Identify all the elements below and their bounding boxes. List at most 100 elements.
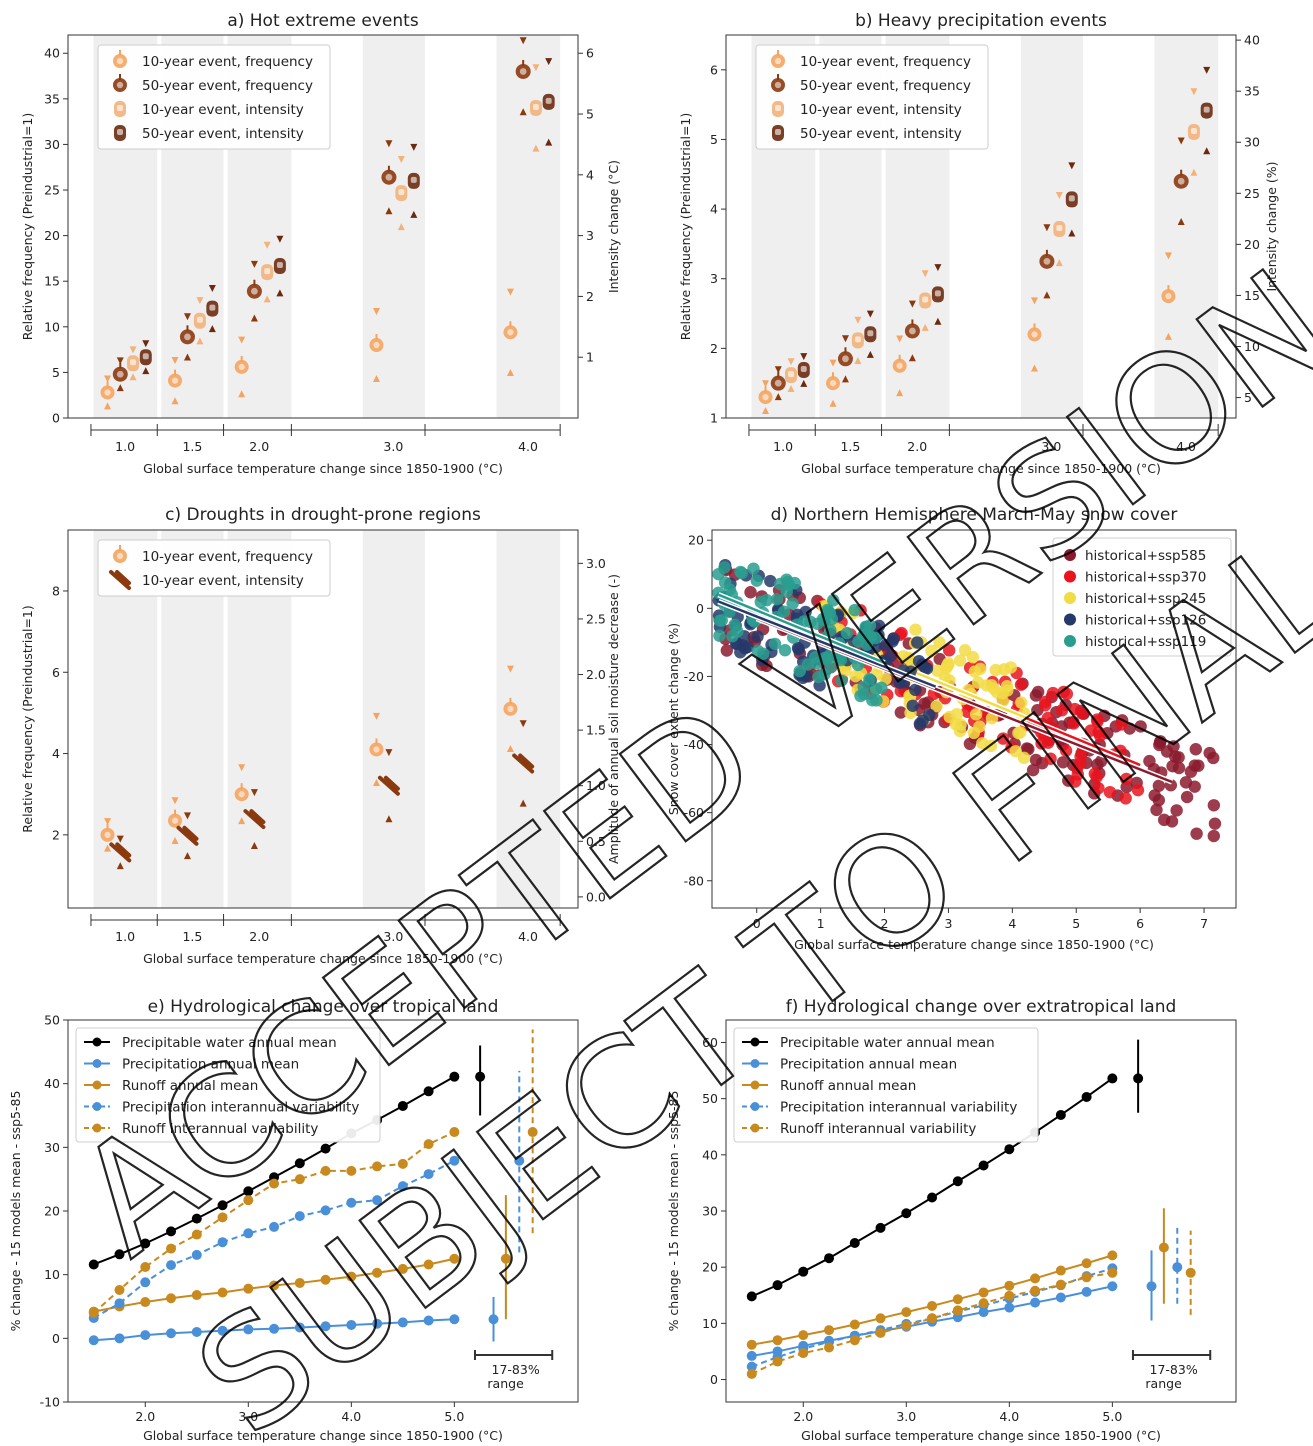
snow-data-point bbox=[726, 629, 739, 643]
range-max-marker bbox=[250, 260, 258, 268]
range-max-marker bbox=[532, 64, 540, 72]
range-min-marker bbox=[372, 375, 380, 383]
y-tick-label: 15 bbox=[44, 274, 60, 289]
series-point bbox=[243, 1228, 254, 1239]
intensity-marker-core bbox=[775, 129, 781, 135]
legend-label: historical+ssp126 bbox=[1085, 613, 1206, 629]
range-max-marker bbox=[104, 375, 112, 383]
series-point bbox=[294, 1174, 305, 1185]
intensity-marker-core bbox=[545, 97, 552, 104]
y-tick-label: 8 bbox=[52, 583, 60, 598]
snow-data-point bbox=[1017, 751, 1031, 765]
snow-data-point bbox=[849, 669, 862, 683]
frequency-marker-core bbox=[171, 377, 179, 384]
series-point bbox=[849, 1335, 860, 1346]
series-point bbox=[166, 1260, 177, 1271]
range-min-marker bbox=[372, 779, 380, 787]
range-max-marker bbox=[208, 284, 216, 292]
intensity-marker-core bbox=[398, 189, 405, 196]
snow-data-point bbox=[923, 708, 936, 722]
y2-tick-label: 2.5 bbox=[586, 611, 606, 626]
series-point bbox=[423, 1259, 434, 1270]
series-point bbox=[901, 1307, 912, 1318]
snow-data-point bbox=[1188, 780, 1201, 793]
range-min-marker bbox=[896, 389, 904, 397]
range-min-marker bbox=[397, 223, 405, 231]
range-min-marker bbox=[545, 138, 553, 146]
y-tick-label: 0 bbox=[52, 1331, 60, 1346]
range-max-marker bbox=[385, 749, 393, 757]
x-tick-label: 4 bbox=[1008, 916, 1016, 931]
y2-tick-label: 0.5 bbox=[586, 834, 606, 849]
range-min-marker bbox=[410, 210, 418, 218]
y2-tick-label: 1.0 bbox=[586, 778, 606, 793]
y2-tick-label: 2.0 bbox=[586, 667, 606, 682]
snow-data-point bbox=[797, 615, 811, 628]
x-tick-label: 4.0 bbox=[518, 929, 538, 944]
snow-data-point bbox=[786, 597, 799, 610]
series-point bbox=[798, 1266, 809, 1277]
range-min-marker bbox=[854, 356, 862, 364]
series-point bbox=[849, 1238, 860, 1249]
snow-data-point bbox=[953, 654, 967, 667]
series-point bbox=[346, 1319, 357, 1330]
x-tick-label: 0 bbox=[753, 916, 761, 931]
range-max-marker bbox=[934, 264, 942, 272]
snow-data-point bbox=[793, 664, 806, 678]
snow-data-point bbox=[920, 662, 934, 675]
series-point bbox=[269, 1280, 280, 1291]
snow-data-point bbox=[1084, 724, 1097, 737]
y-axis-label: % change - 15 models mean - ssp5-85 bbox=[666, 1091, 681, 1332]
y-axis-label: Snow cover extent change (%) bbox=[666, 623, 681, 815]
range-max-marker bbox=[787, 358, 795, 366]
snow-data-point bbox=[971, 676, 985, 689]
snow-data-point bbox=[1068, 702, 1082, 716]
legend-label: Runoff annual mean bbox=[122, 1078, 258, 1094]
series-point bbox=[320, 1321, 331, 1332]
intensity-marker-core bbox=[788, 371, 795, 378]
range-min-marker bbox=[276, 289, 284, 297]
legend-marker bbox=[750, 1123, 760, 1133]
series-point bbox=[372, 1267, 383, 1278]
x-tick-label: 5.0 bbox=[444, 1409, 464, 1424]
range-min-marker bbox=[829, 399, 837, 407]
intensity-marker-core bbox=[532, 103, 539, 110]
legend-marker bbox=[750, 1080, 760, 1090]
frequency-marker-core bbox=[507, 329, 514, 336]
range-min-marker bbox=[519, 799, 527, 807]
x-tick-label: 5 bbox=[1072, 916, 1080, 931]
legend-label: 50-year event, intensity bbox=[142, 126, 304, 142]
intensity-marker-core bbox=[142, 353, 149, 360]
drought-intensity-marker bbox=[176, 825, 199, 846]
y-tick-label: 1 bbox=[710, 411, 718, 426]
range-max-marker bbox=[410, 143, 418, 151]
range-min-marker bbox=[171, 397, 179, 405]
range-midpoint bbox=[1146, 1281, 1157, 1292]
range-max-marker bbox=[183, 812, 191, 820]
frequency-marker-core bbox=[104, 389, 111, 396]
series-point bbox=[269, 1221, 280, 1232]
snow-data-point bbox=[1160, 745, 1174, 758]
snow-data-point bbox=[1090, 713, 1104, 726]
y-axis-label: Relative frequency (Preindustrial=1) bbox=[678, 113, 693, 341]
snow-data-point bbox=[812, 670, 825, 684]
frequency-marker-core bbox=[116, 81, 124, 89]
y-tick-label: 6 bbox=[52, 665, 60, 680]
series-point bbox=[952, 1176, 963, 1187]
snow-data-point bbox=[778, 644, 792, 657]
range-max-marker bbox=[908, 300, 916, 308]
series-point bbox=[320, 1143, 331, 1154]
y-tick-label: 30 bbox=[702, 1204, 718, 1219]
range-max-marker bbox=[116, 835, 124, 843]
series-point bbox=[746, 1368, 757, 1379]
snow-data-point bbox=[799, 605, 812, 619]
y-tick-label: 20 bbox=[44, 1204, 60, 1219]
temperature-band bbox=[1154, 35, 1219, 418]
legend-marker bbox=[750, 1037, 760, 1047]
temperature-band bbox=[362, 35, 425, 418]
intensity-marker-core bbox=[867, 330, 874, 337]
series-point bbox=[449, 1155, 460, 1166]
series-point bbox=[423, 1086, 434, 1097]
snow-data-point bbox=[863, 619, 877, 632]
